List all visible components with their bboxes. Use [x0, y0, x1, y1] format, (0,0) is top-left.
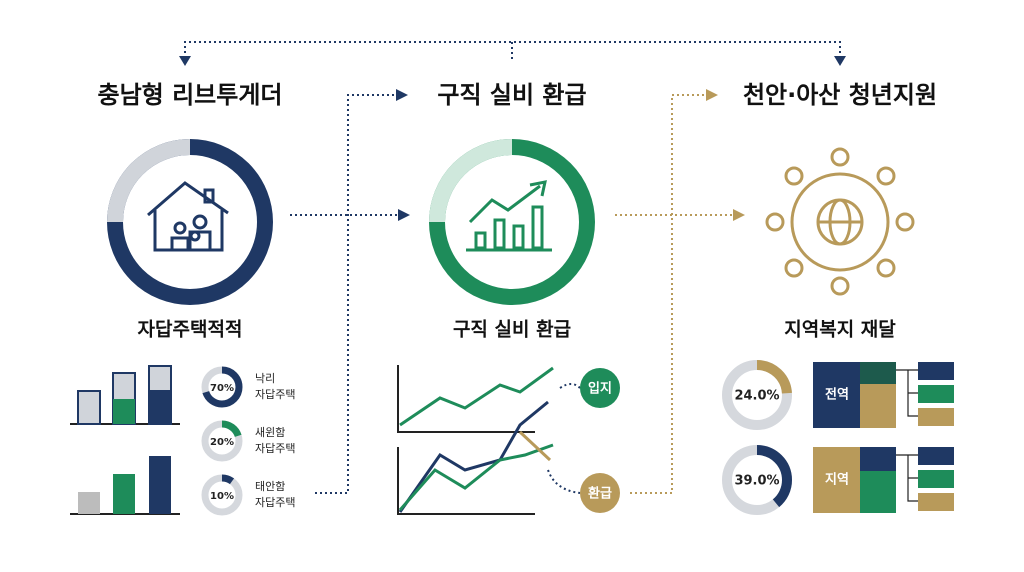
title: 충남형 리브투게더 — [98, 81, 283, 109]
title: 구직 실비 환급 — [437, 81, 586, 109]
ring-arc — [722, 445, 792, 515]
box-label: 지역 — [825, 472, 849, 488]
middle-ring — [429, 139, 595, 305]
ring-caption: 낙리 — [255, 372, 275, 385]
subtitle: 구직 실비 환급 — [453, 319, 571, 341]
ring-caption: 태안함 — [255, 480, 285, 493]
right-bars — [813, 362, 954, 513]
ring-caption: 새윈함 — [255, 425, 285, 439]
ring-label: 39.0% — [734, 474, 779, 489]
node-label: 입지 — [588, 382, 612, 397]
ring-caption: 자답주택 — [255, 388, 295, 401]
left-ring — [107, 139, 273, 305]
line-illustration — [397, 365, 581, 515]
ring-arc — [201, 366, 243, 408]
ring-caption: 자답주택 — [255, 442, 295, 455]
node-label: 환급 — [588, 486, 612, 502]
node — [580, 368, 620, 408]
ring-caption: 자답주택 — [255, 496, 295, 509]
ring-label: 70% — [210, 383, 234, 394]
ring-label: 24.0% — [734, 389, 779, 404]
globe-icon — [765, 147, 915, 296]
subtitle: 자답주택적적 — [138, 319, 243, 341]
bar-illustration — [70, 365, 180, 515]
ring-label: 10% — [210, 491, 234, 502]
title: 천안·아산 청년지원 — [743, 81, 937, 109]
ring-arc — [201, 420, 243, 462]
ring-arc — [201, 474, 243, 516]
subtitle: 지역복지 재달 — [784, 319, 896, 341]
box-label: 전역 — [825, 387, 849, 403]
ring-label: 20% — [210, 437, 234, 448]
connectors — [184, 41, 841, 494]
node — [580, 473, 620, 513]
ring-arc — [722, 360, 792, 430]
